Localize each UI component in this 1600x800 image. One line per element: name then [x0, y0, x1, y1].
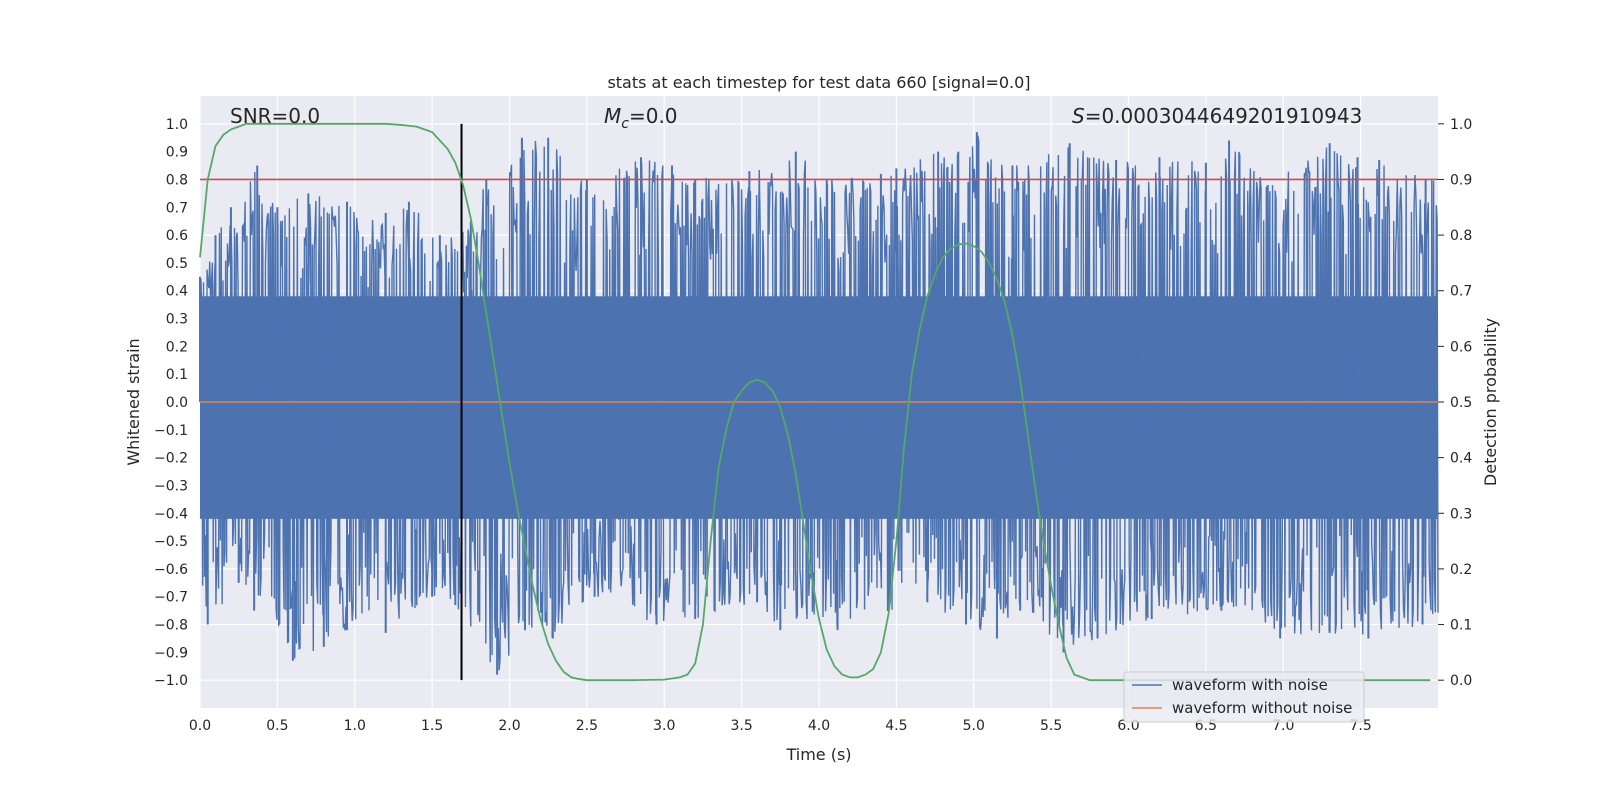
x-tick-label: 4.0 [808, 718, 830, 734]
x-tick-label: 5.0 [963, 718, 985, 734]
series-waveform-with-noise [199, 132, 1439, 675]
y-tick-label: −0.7 [154, 590, 188, 606]
y-tick-label: 0.9 [166, 145, 188, 161]
x-tick-label: 1.0 [344, 718, 366, 734]
y-tick-label: −0.4 [154, 506, 188, 522]
x-tick-label: 1.5 [421, 718, 443, 734]
y2-axis-ticks: 1.0 0.9 0.8 0.7 0.6 0.5 0.4 0.3 0.2 0.1 0.0 [1438, 117, 1472, 689]
y2-tick-label: 1.0 [1450, 117, 1472, 133]
y2-axis-label: Detection probability [1481, 318, 1500, 486]
y2-tick-label: 0.0 [1450, 673, 1472, 689]
s-annotation: S=0.0003044649201910943 [1072, 104, 1362, 128]
y-tick-label: 0.8 [166, 172, 188, 188]
y-tick-label: −0.5 [154, 534, 188, 550]
noise-line [199, 135, 1439, 671]
y-tick-label: −0.1 [154, 423, 188, 439]
y2-tick-label: 0.2 [1450, 562, 1472, 578]
y-tick-label: 0.5 [166, 256, 188, 272]
y-tick-label: 0.7 [166, 200, 188, 216]
x-tick-label: 4.5 [885, 718, 907, 734]
y-tick-label: 0.1 [166, 367, 188, 383]
x-tick-label: 5.5 [1040, 718, 1062, 734]
y2-tick-label: 0.5 [1450, 395, 1472, 411]
s-value: =0.0003044649201910943 [1085, 104, 1363, 128]
legend-label-waveform-with-noise: waveform with noise [1172, 676, 1328, 694]
y-tick-label: 1.0 [166, 117, 188, 133]
y2-tick-label: 0.1 [1450, 618, 1472, 634]
x-tick-label: 3.0 [653, 718, 675, 734]
series-detection-probability [199, 122, 1431, 682]
mc-annotation: Mc=0.0 [604, 104, 678, 132]
x-tick-label: 0.0 [189, 718, 211, 734]
y-tick-label: −0.2 [154, 451, 188, 467]
legend-box [1123, 671, 1365, 723]
y-tick-label: −0.9 [154, 645, 188, 661]
y-tick-label: 0.3 [166, 312, 188, 328]
x-tick-label: 2.5 [576, 718, 598, 734]
y2-tick-label: 0.3 [1450, 506, 1472, 522]
x-axis-label: Time (s) [785, 745, 851, 764]
y2-tick-label: 0.4 [1450, 451, 1472, 467]
snr-annotation: SNR=0.0 [230, 104, 320, 128]
legend-label-waveform-without-noise: waveform without noise [1172, 699, 1352, 717]
legend: waveform with noise waveform without noi… [1123, 671, 1365, 723]
s-symbol: S [1072, 104, 1085, 128]
y2-tick-label: 0.6 [1450, 339, 1472, 355]
y-tick-label: −0.6 [154, 562, 188, 578]
y-tick-label: −0.3 [154, 478, 188, 494]
y-tick-label: 0.2 [166, 339, 188, 355]
y-axis-ticks: 1.0 0.9 0.8 0.7 0.6 0.5 0.4 0.3 0.2 0.1 0.0 −0.1 −0.… [154, 117, 188, 689]
mc-symbol: M [604, 104, 621, 128]
y2-tick-label: 0.9 [1450, 172, 1472, 188]
overlay-lines [200, 123, 1438, 681]
x-tick-label: 0.5 [266, 718, 288, 734]
y-tick-label: −0.8 [154, 618, 188, 634]
y-tick-label: −1.0 [154, 673, 188, 689]
mc-subscript: c [621, 116, 629, 132]
y-tick-label: 0.6 [166, 228, 188, 244]
y-axis-label: Whitened strain [124, 338, 143, 465]
x-tick-label: 3.5 [730, 718, 752, 734]
y2-tick-label: 0.7 [1450, 284, 1472, 300]
chart-title: stats at each timestep for test data 660… [607, 73, 1030, 92]
detection-probability-line [199, 122, 1431, 682]
mc-value: =0.0 [629, 104, 678, 128]
x-tick-label: 2.0 [498, 718, 520, 734]
y-tick-label: 0.4 [166, 284, 188, 300]
y2-tick-label: 0.8 [1450, 228, 1472, 244]
y-tick-label: 0.0 [166, 395, 188, 411]
